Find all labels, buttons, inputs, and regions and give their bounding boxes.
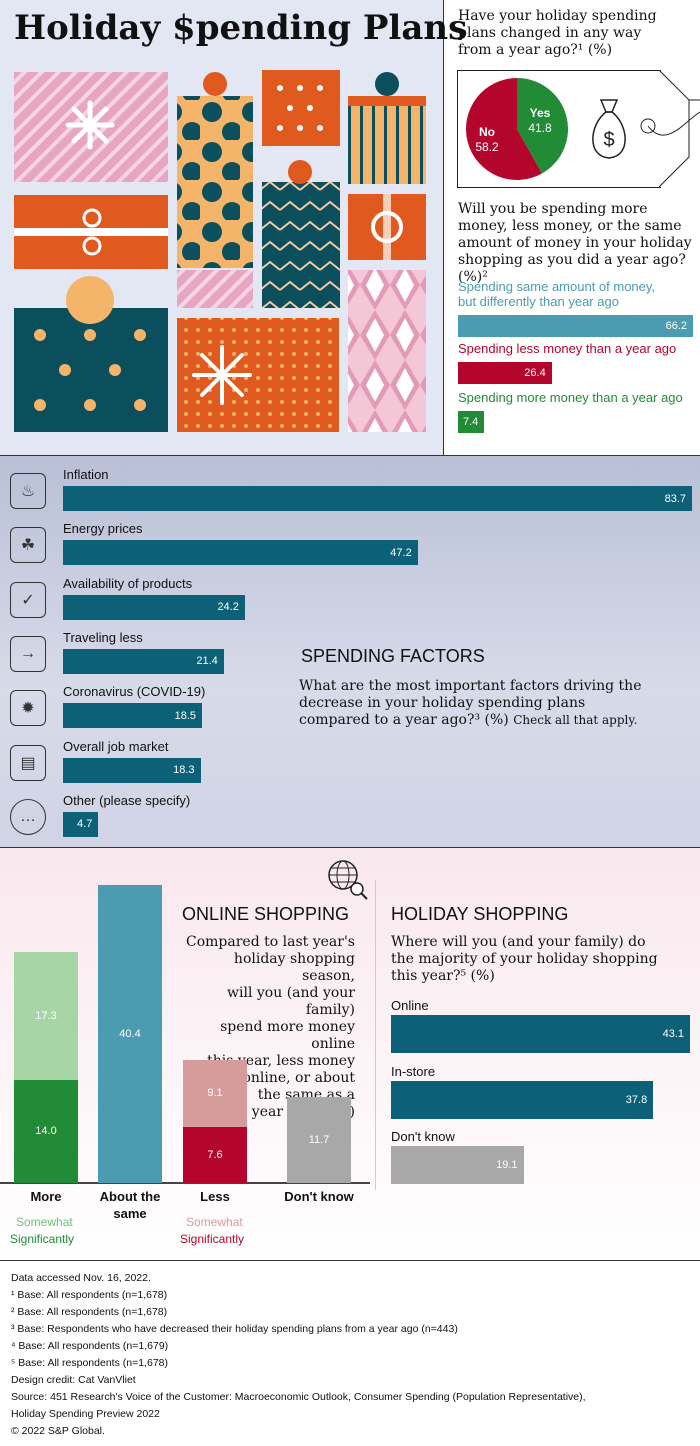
footer-line: ³ Base: Respondents who have decreased t… [11, 1323, 458, 1335]
car-road-icon: → [10, 635, 46, 672]
factor-label: Other (please specify) [63, 792, 191, 808]
divider-3 [0, 1260, 700, 1261]
holiday-bar: 43.1 [391, 1015, 690, 1053]
legend-somewhat-more: Somewhat [16, 1215, 73, 1229]
online-question-line: online, or about [242, 1070, 355, 1086]
footer-line: ⁵ Base: All respondents (n=1,678) [11, 1357, 168, 1369]
divider-2 [0, 847, 700, 848]
factor-label: Availability of products [63, 575, 193, 591]
holiday-question-line: the majority of your holiday shopping [391, 951, 658, 967]
factor-label: Coronavirus (COVID-19) [63, 684, 206, 700]
flame-coins-icon: ♨ [10, 473, 46, 509]
holiday-bar: 19.1 [391, 1146, 524, 1184]
holiday-title: HOLIDAY SHOPPING [391, 904, 569, 924]
footer-line: Data accessed Nov. 16, 2022. [11, 1272, 151, 1284]
legend-significantly-more: Significantly [10, 1232, 75, 1246]
online-category-label: Less [200, 1189, 230, 1204]
holiday-label: Don't know [391, 1129, 455, 1144]
online-category-label: same [113, 1206, 147, 1221]
online-category-label: About the [99, 1189, 161, 1204]
holiday-question: Where will you (and your family) do the m… [391, 934, 691, 985]
factor-bar: 18.3 [63, 757, 201, 783]
online-bar-somewhat: 17.3 [14, 952, 78, 1080]
footer-line: ⁴ Base: All respondents (n=1,679) [11, 1340, 169, 1352]
online-category-label: More [30, 1189, 62, 1204]
online-bar: 40.4 [98, 885, 162, 1183]
price-tag-tail [659, 70, 700, 188]
factors-question: What are the most important factors driv… [299, 678, 642, 728]
online-question-line: will you (and your family) [227, 985, 355, 1018]
amount-label-line: Spending more money than a year ago [458, 390, 683, 405]
pie-label-yes: Yes [530, 106, 551, 120]
footer-line: ¹ Base: All respondents (n=1,678) [11, 1289, 168, 1301]
online-bar-significantly: 14.0 [14, 1079, 78, 1183]
factor-label: Inflation [63, 467, 109, 482]
legend-somewhat-less: Somewhat [186, 1215, 243, 1229]
factor-bar: 21.4 [63, 648, 224, 674]
factor-bar: 18.5 [63, 703, 203, 729]
globe-search-icon [328, 860, 368, 900]
online-bar: 11.7 [287, 1096, 351, 1183]
pie-label-no: No [479, 125, 495, 139]
online-bar-significantly: 7.6 [183, 1126, 247, 1183]
holiday-label: Online [391, 998, 429, 1013]
leaf-coins-icon: ☘ [10, 527, 46, 564]
footer-line: ² Base: All respondents (n=1,678) [11, 1306, 168, 1318]
amount-bar: 66.2 [458, 315, 693, 337]
factor-bar: 24.2 [63, 594, 245, 620]
footer-line: Design credit: Cat VanVliet [11, 1374, 136, 1386]
spending-amount-question: Will you be spending more money, less mo… [458, 201, 692, 285]
factors-title: SPENDING FACTORS [301, 646, 485, 666]
amount-label-line: Spending less money than a year ago [458, 341, 677, 356]
pie-slice-yes [517, 78, 568, 174]
factor-label: Energy prices [63, 521, 143, 537]
online-baseline [0, 1182, 370, 1184]
pie-chart: Yes 41.8 No 58.2 [466, 78, 568, 180]
amount-label-line: but differently than year ago [458, 294, 619, 309]
amount-label-line: Spending same amount of money, [458, 279, 656, 294]
more-dots-icon: … [10, 798, 46, 835]
online-category-label: Don't know [284, 1189, 354, 1204]
pie-value-yes: 41.8 [528, 121, 552, 135]
briefcase-icon: ▤ [10, 744, 46, 781]
holiday-bar: 37.8 [391, 1080, 654, 1119]
footer-notes: Data accessed Nov. 16, 2022. ¹ Base: All … [11, 1270, 691, 1440]
page-title: Holiday $pending Plans [14, 8, 468, 48]
pie-question: Have your holiday spending plans changed… [458, 8, 657, 58]
footer-line: Source: 451 Research's Voice of the Cust… [11, 1391, 586, 1403]
money-bag-icon: $ [592, 99, 626, 159]
pie-value-no: 58.2 [475, 140, 499, 154]
online-question-line: Compared to last year's [186, 934, 355, 950]
footer-line: © 2022 S&P Global. [11, 1425, 105, 1437]
online-question-line: holiday shopping season, [233, 951, 355, 984]
pie-slice-no [466, 78, 543, 180]
factor-label: Overall job market [63, 738, 169, 754]
svg-text:$: $ [603, 129, 614, 151]
factor-bar: 4.7 [63, 811, 99, 837]
holiday-label: In-store [391, 1063, 436, 1079]
divider-1 [0, 455, 700, 456]
online-bar-somewhat: 9.1 [183, 1059, 247, 1127]
amount-bar: 26.4 [458, 362, 552, 384]
bottom-divider-vertical [375, 880, 376, 1190]
box-check-icon: ✓ [10, 581, 46, 618]
factors-question-block: What are the most important factors driv… [299, 678, 659, 729]
tag-hole-icon [640, 111, 700, 136]
holiday-question-line: Where will you (and your family) do [391, 934, 646, 950]
legend-significantly-less: Significantly [180, 1232, 245, 1246]
gifts-illustration [14, 70, 426, 432]
factors-note: Check all that apply. [513, 713, 638, 727]
amount-bar: 7.4 [458, 411, 485, 433]
factor-label: Traveling less [63, 629, 143, 645]
holiday-question-line: this year?⁵ (%) [391, 968, 495, 984]
footer-line: Holiday Spending Preview 2022 [11, 1408, 160, 1420]
factor-bar: 83.7 [63, 486, 692, 511]
factor-bar: 47.2 [63, 540, 418, 566]
virus-icon: ✹ [10, 690, 46, 727]
online-question-line: spend more money online [220, 1019, 355, 1052]
online-title: ONLINE SHOPPING [182, 904, 350, 924]
top-divider-vertical [443, 0, 444, 455]
